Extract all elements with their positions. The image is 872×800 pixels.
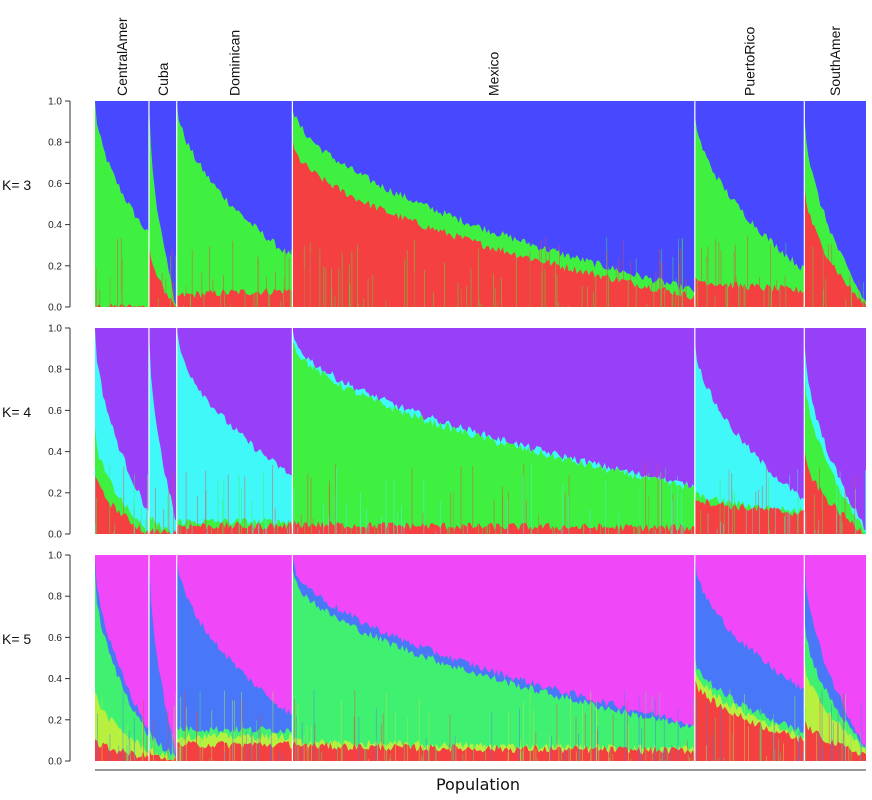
y-tick-label: 0.8	[48, 365, 62, 376]
cluster-layer	[694, 498, 805, 534]
x-axis-label: Population	[436, 775, 520, 794]
cluster-layer	[95, 101, 149, 307]
structure-panel: 0.0 0.2 0.4 0.6 0.8 1.0 K= 4	[2, 324, 867, 541]
cluster-layer	[292, 741, 695, 761]
y-tick-label: 0.2	[48, 488, 62, 499]
y-tick-label: 0.8	[48, 138, 62, 149]
y-tick-label: 1.0	[48, 97, 62, 108]
y-tick-label: 0.2	[48, 261, 62, 272]
cluster-layer	[694, 339, 805, 534]
cluster-layer	[149, 746, 177, 761]
cluster-layer	[176, 288, 293, 307]
y-tick-label: 0.4	[48, 674, 62, 685]
cluster-layer	[95, 739, 149, 761]
cluster-layer	[804, 182, 866, 307]
cluster-layer	[694, 678, 805, 761]
population-label: Mexico	[486, 51, 502, 96]
cluster-layer	[292, 138, 695, 307]
cluster-layer	[95, 571, 149, 761]
y-tick-label: 0.0	[48, 303, 62, 314]
cluster-layer	[292, 342, 695, 534]
cluster-layer	[149, 103, 177, 307]
y-tick-label: 0.6	[48, 633, 62, 644]
y-tick-label: 0.4	[48, 447, 62, 458]
structure-panel: 0.0 0.2 0.4 0.6 0.8 1.0 K= 5	[2, 551, 866, 768]
cluster-layer	[176, 102, 293, 307]
population-label: SouthAmer	[827, 26, 843, 96]
y-tick-label: 0.2	[48, 715, 62, 726]
cluster-layer	[694, 113, 805, 308]
y-tick-label: 0.6	[48, 179, 62, 190]
cluster-layer	[149, 555, 177, 761]
cluster-layer	[149, 331, 177, 534]
population-labels: CentralAmer Cuba Dominican Mexico PuertoRico…	[114, 17, 843, 96]
k-label: K= 4	[2, 404, 31, 420]
structure-panel: 0.0 0.2 0.4 0.6 0.8 1.0 K= 3	[2, 97, 866, 314]
k-label: K= 3	[2, 177, 31, 193]
y-tick-label: 0.8	[48, 592, 62, 603]
population-label: CentralAmer	[114, 17, 130, 96]
y-tick-label: 1.0	[48, 324, 62, 335]
cluster-layer	[95, 692, 149, 761]
k-label: K= 5	[2, 631, 31, 647]
y-tick-label: 0.6	[48, 406, 62, 417]
cluster-layer	[149, 245, 177, 307]
y-tick-label: 0.4	[48, 220, 62, 231]
population-label: Dominican	[227, 30, 243, 96]
cluster-layer	[292, 520, 695, 534]
population-label: PuertoRico	[742, 27, 758, 96]
admixture-panels: 0.0 0.2 0.4 0.6 0.8 1.0 K= 3 0.0 0.2 0.4 0.6 0.8 1.0…	[2, 97, 867, 771]
population-label: Cuba	[155, 62, 171, 96]
cluster-layer	[292, 568, 695, 761]
cluster-layer	[176, 557, 293, 761]
y-tick-label: 1.0	[48, 551, 62, 562]
cluster-layer	[149, 727, 177, 761]
y-tick-label: 0.0	[48, 530, 62, 541]
cluster-layer	[95, 475, 149, 534]
y-tick-label: 0.0	[48, 757, 62, 768]
